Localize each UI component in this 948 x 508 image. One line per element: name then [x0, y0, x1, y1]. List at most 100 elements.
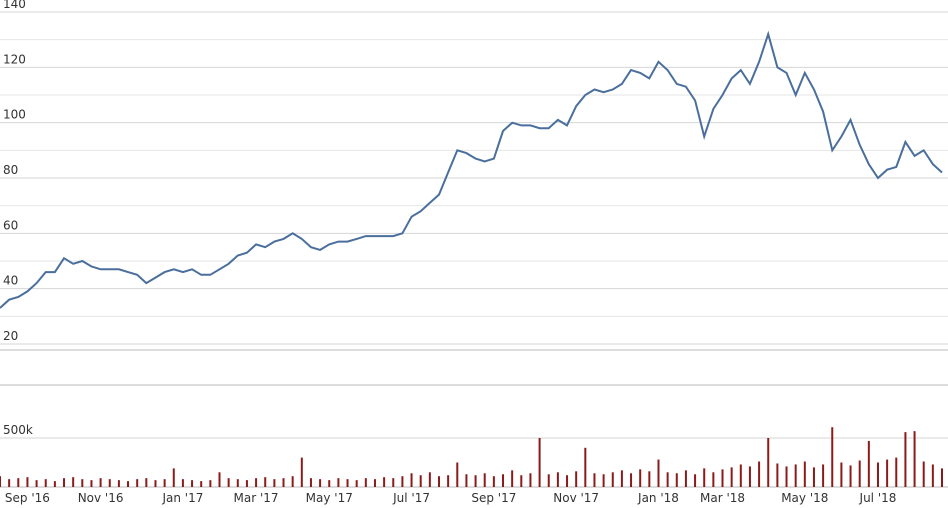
y-tick-label: 60	[3, 218, 18, 232]
x-tick-label: Nov '17	[553, 491, 599, 505]
volume-bar	[803, 461, 806, 487]
volume-bar	[309, 478, 312, 487]
volume-bar	[291, 476, 294, 487]
volume-bar	[886, 459, 889, 487]
volume-bar	[520, 475, 523, 487]
volume-bar	[474, 475, 477, 487]
volume-bar	[712, 472, 715, 487]
volume-bar	[127, 481, 130, 487]
volume-bar	[858, 460, 861, 487]
volume-bar	[639, 469, 642, 487]
volume-bar	[867, 440, 870, 487]
volume-bar	[172, 468, 175, 487]
volume-bar	[26, 477, 29, 487]
volume-bar	[492, 476, 495, 487]
volume-bar	[364, 478, 367, 487]
volume-bar	[236, 479, 239, 487]
volume-bar	[556, 472, 559, 487]
volume-bar	[346, 479, 349, 487]
volume-bar	[730, 467, 733, 487]
volume-bar	[593, 473, 596, 487]
x-tick-label: Sep '17	[471, 491, 516, 505]
volume-bar	[941, 468, 943, 487]
x-tick-label: Nov '16	[78, 491, 124, 505]
volume-bar	[931, 464, 934, 487]
volume-bar	[17, 478, 20, 487]
volume-bar	[136, 479, 139, 487]
volume-bar	[831, 427, 834, 487]
volume-bar	[419, 475, 422, 487]
volume-bar	[355, 480, 358, 487]
volume-bar	[282, 478, 285, 487]
volume-bar	[684, 470, 687, 487]
volume-bar	[44, 479, 47, 487]
volume-bar	[675, 473, 678, 487]
volume-bar	[209, 480, 212, 487]
volume-bar	[264, 477, 267, 487]
volume-bar	[245, 480, 248, 487]
volume-bar	[739, 464, 742, 487]
volume-bar	[620, 470, 623, 487]
volume-bar	[794, 464, 797, 487]
volume-bar	[465, 474, 468, 487]
volume-bar	[255, 478, 258, 487]
volume-bar	[437, 476, 440, 487]
volume-bar	[502, 474, 505, 487]
x-tick-label: Mar '18	[700, 491, 745, 505]
x-tick-label: May '18	[781, 491, 828, 505]
x-tick-label: Jul '18	[859, 491, 897, 505]
volume-bar	[602, 474, 605, 487]
volume-bar	[383, 477, 386, 487]
volume-bar	[145, 478, 148, 487]
volume-bar	[483, 473, 486, 487]
x-tick-label: Sep '16	[5, 491, 50, 505]
y-tick-label: 80	[3, 163, 18, 177]
volume-bar	[53, 481, 56, 487]
y-tick-label: 40	[3, 274, 18, 288]
volume-bar	[319, 479, 322, 487]
volume-bar	[895, 457, 898, 487]
volume-bar	[876, 462, 879, 487]
x-tick-label: Mar '17	[234, 491, 279, 505]
volume-bar	[822, 464, 825, 487]
volume-bar	[373, 479, 376, 487]
x-tick-label: Jan '18	[637, 491, 679, 505]
volume-bar	[840, 462, 843, 487]
volume-bar	[410, 473, 413, 487]
volume-bar	[99, 478, 102, 487]
volume-bar	[785, 466, 788, 487]
volume-bar	[648, 471, 651, 487]
volume-bar	[181, 479, 184, 487]
volume-bar	[584, 447, 587, 487]
volume-bar	[529, 473, 532, 487]
volume-bar	[758, 461, 761, 487]
volume-bar	[63, 478, 66, 487]
volume-bar	[703, 468, 706, 487]
volume-bar	[812, 467, 815, 487]
volume-bar	[72, 477, 75, 487]
volume-bar	[666, 472, 669, 487]
x-tick-label: Jul '17	[392, 491, 430, 505]
volume-bar	[630, 473, 633, 487]
y2-tick-label: 500k	[3, 423, 33, 437]
y-tick-label: 120	[3, 52, 26, 66]
volume-bar	[90, 480, 93, 487]
volume-bar	[721, 469, 724, 487]
price-line	[0, 30, 943, 309]
volume-bar	[8, 479, 11, 487]
volume-bar	[227, 478, 230, 487]
volume-bar	[611, 472, 614, 487]
volume-bar	[456, 462, 459, 487]
volume-bar	[392, 478, 395, 487]
volume-bar	[575, 471, 578, 487]
volume-bar	[191, 480, 194, 487]
x-tick-label: May '17	[306, 491, 353, 505]
volume-bar	[154, 480, 157, 487]
volume-bar	[748, 466, 751, 487]
volume-bar	[117, 480, 120, 487]
volume-bar	[428, 472, 431, 487]
volume-bar	[913, 431, 916, 487]
volume-bar	[108, 479, 111, 487]
volume-bar	[776, 463, 779, 487]
